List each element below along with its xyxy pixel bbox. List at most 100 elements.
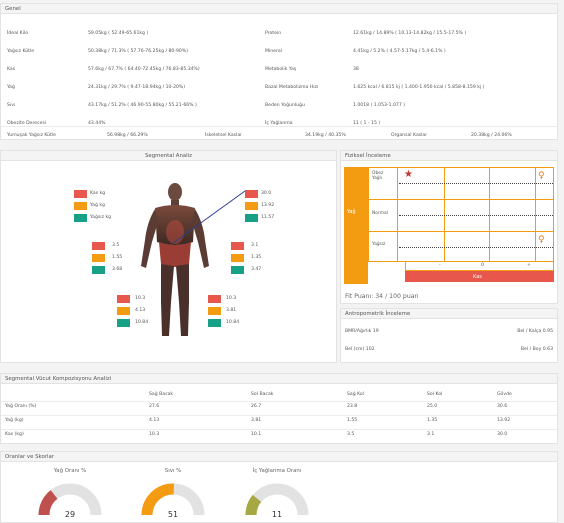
trunk-lean-swatch — [245, 214, 258, 222]
general-bottom-value: 56.98kg / 66.29% — [107, 133, 148, 138]
left-arm-fat: 1.55 — [112, 255, 123, 260]
seg-table-row — [1, 401, 557, 402]
right-arm-muscle-swatch — [231, 242, 244, 250]
physical-row-normal: Normal — [372, 211, 388, 216]
physical-ticks-box — [405, 262, 554, 271]
physical-row-lean: Yağsız — [372, 242, 386, 247]
general-row-label: Protein — [265, 31, 282, 36]
right-leg-fat: 3.81 — [226, 308, 237, 313]
trunk-lean: 11.57 — [261, 215, 275, 220]
gauge-label: Yağ Oranı % — [53, 468, 87, 474]
general-row-value: 1.625 kcal / 6.815 kj ( 1.400-1.950 kcal… — [353, 85, 485, 90]
general-row-value: 11 ( 1 - 15 ) — [353, 121, 381, 126]
fit-score: Fit Puanı: 34 / 100 puan — [345, 293, 419, 300]
physical-title: Fiziksel İnceleme — [341, 151, 557, 161]
general-row-label: Mineral — [265, 49, 282, 54]
seg-table-header: Sağ Kol — [347, 392, 364, 397]
right-leg-lean: 10.84 — [226, 320, 240, 325]
right-leg-fat-swatch — [208, 307, 221, 315]
left-arm-muscle: 3.5 — [112, 243, 120, 248]
seg-table-cell: 13.92 — [497, 418, 511, 423]
gauge-fill — [245, 494, 262, 516]
seg-table-header: Gövde — [497, 392, 512, 397]
seg-table-cell: 1.35 — [427, 418, 438, 423]
person-figure-icon: ♀ — [538, 235, 545, 245]
general-bottom-value: 34.19kg / 40.35% — [305, 133, 346, 138]
anthro-panel: Antropometrik İnceleme BMR/Ağırlık 19 Be… — [340, 308, 558, 363]
general-row-label: Metabolik Yaş — [265, 67, 297, 72]
seg-table-cell: 26.7 — [251, 404, 262, 409]
right-arm-fat: 1.35 — [251, 255, 262, 260]
trunk-fat-swatch — [245, 202, 258, 210]
segmental-title: Segmental Analiz — [1, 151, 336, 161]
general-row-value: 50.38kg / 71.3% ( 57.76-76.25kg / 80-90%… — [88, 49, 189, 54]
seg-table-header: Sağ Bacak — [149, 392, 174, 397]
left-leg-lean: 10.84 — [135, 320, 149, 325]
general-row-value: 24.31kg / 29.7% ( 9.47-18.94kg / 10-20%) — [88, 85, 186, 90]
gauge-fill — [38, 490, 58, 516]
anthro-waist-hip: Bel / Kalça 0.95 — [517, 329, 553, 334]
general-bottom-label: Yumuşak Yağsız Kütle — [7, 133, 56, 138]
seg-table-row — [1, 429, 557, 430]
seg-table-cell: 3.1 — [427, 432, 435, 437]
gauge-chart — [141, 483, 205, 516]
general-row-value: 43.44% — [88, 121, 106, 126]
general-row-label: Kas — [7, 67, 16, 72]
left-arm-fat-swatch — [92, 254, 105, 262]
general-panel: Genel İdeal Kilo 59.05kg ( 52.49-65.61kg … — [0, 3, 558, 140]
seg-table-cell: 4.13 — [149, 418, 160, 423]
segmental-panel: Segmental Analiz Kas kg Yağ kg Yağsız kg… — [0, 150, 337, 363]
seg-table-cell: 30.0 — [497, 432, 508, 437]
physical-tick-minus: - — [439, 263, 441, 268]
general-bottom-label: İskeletsel Kaslar — [205, 133, 243, 138]
right-leg-muscle: 10.3 — [226, 296, 237, 301]
general-row-label: Bazal Metabolizma Hızı — [265, 85, 319, 90]
legend-lean: Yağsız kg — [90, 215, 112, 220]
physical-fat-label: Yağ — [347, 209, 356, 215]
seg-table-cell: 30.6 — [497, 404, 508, 409]
anthro-waist-height: Bel / Boy 0.63 — [520, 347, 553, 352]
right-arm-muscle: 3.1 — [251, 243, 259, 248]
seg-table-cell: 27.6 — [149, 404, 160, 409]
seg-table-panel: Segmental Vücut Kompozisyonu Analizi Sağ… — [0, 373, 558, 444]
general-row-value: 59.05kg ( 52.49-65.61kg ) — [88, 31, 149, 36]
left-arm-lean: 3.68 — [112, 267, 123, 272]
seg-table-title: Segmental Vücut Kompozisyonu Analizi — [1, 374, 557, 384]
person-figure-icon: ♀ — [538, 171, 545, 181]
anthro-waist: Bel (cm) 102 — [345, 347, 375, 352]
trunk-fat: 13.92 — [261, 203, 275, 208]
gauge-value: 51 — [167, 510, 179, 519]
general-title: Genel — [1, 4, 557, 14]
seg-table-header: Sol Bacak — [251, 392, 274, 397]
anthro-title: Antropometrik İnceleme — [341, 309, 557, 319]
general-row-label: Yağsız Kütle — [7, 49, 35, 54]
seg-table-cell: 10.1 — [251, 432, 262, 437]
legend-fat-swatch — [74, 202, 87, 210]
seg-table-cell: 3.5 — [347, 432, 355, 437]
seg-table-row-label: Kas (kg) — [5, 432, 24, 437]
general-row-value: 57.6kg / 67.7% ( 64.40-72.45kg / 76.83-8… — [88, 67, 200, 72]
seg-table-cell: 23.8 — [347, 404, 358, 409]
seg-table-row-label: Yağ (kg) — [5, 418, 24, 423]
gauge-label: Sıvı % — [164, 468, 182, 474]
trunk-muscle: 30.0 — [261, 191, 272, 196]
general-divider — [1, 126, 557, 127]
right-leg-lean-swatch — [208, 319, 221, 327]
left-arm-muscle-swatch — [92, 242, 105, 250]
physical-grid — [368, 167, 554, 262]
seg-table-row — [1, 415, 557, 416]
trunk-muscle-swatch — [245, 190, 258, 198]
seg-table-cell: 25.0 — [427, 404, 438, 409]
left-leg-muscle-swatch — [117, 295, 130, 303]
seg-table-cell: 3.81 — [251, 418, 262, 423]
physical-panel: Fiziksel İnceleme Yağ Obez Yağlı Normal … — [340, 150, 558, 304]
gauge-value: 11 — [271, 510, 283, 519]
right-arm-lean-swatch — [231, 266, 244, 274]
general-row-label: Beden Yoğunluğu — [265, 103, 305, 108]
general-bottom-value: 20.38kg / 24.06% — [471, 133, 512, 138]
right-leg-muscle-swatch — [208, 295, 221, 303]
general-bottom-label: Organsal Kaslar — [391, 133, 428, 138]
left-leg-lean-swatch — [117, 319, 130, 327]
gauge-label: İç Yağlanma Oranı — [252, 468, 302, 474]
general-row-label: Yağ — [7, 85, 15, 90]
